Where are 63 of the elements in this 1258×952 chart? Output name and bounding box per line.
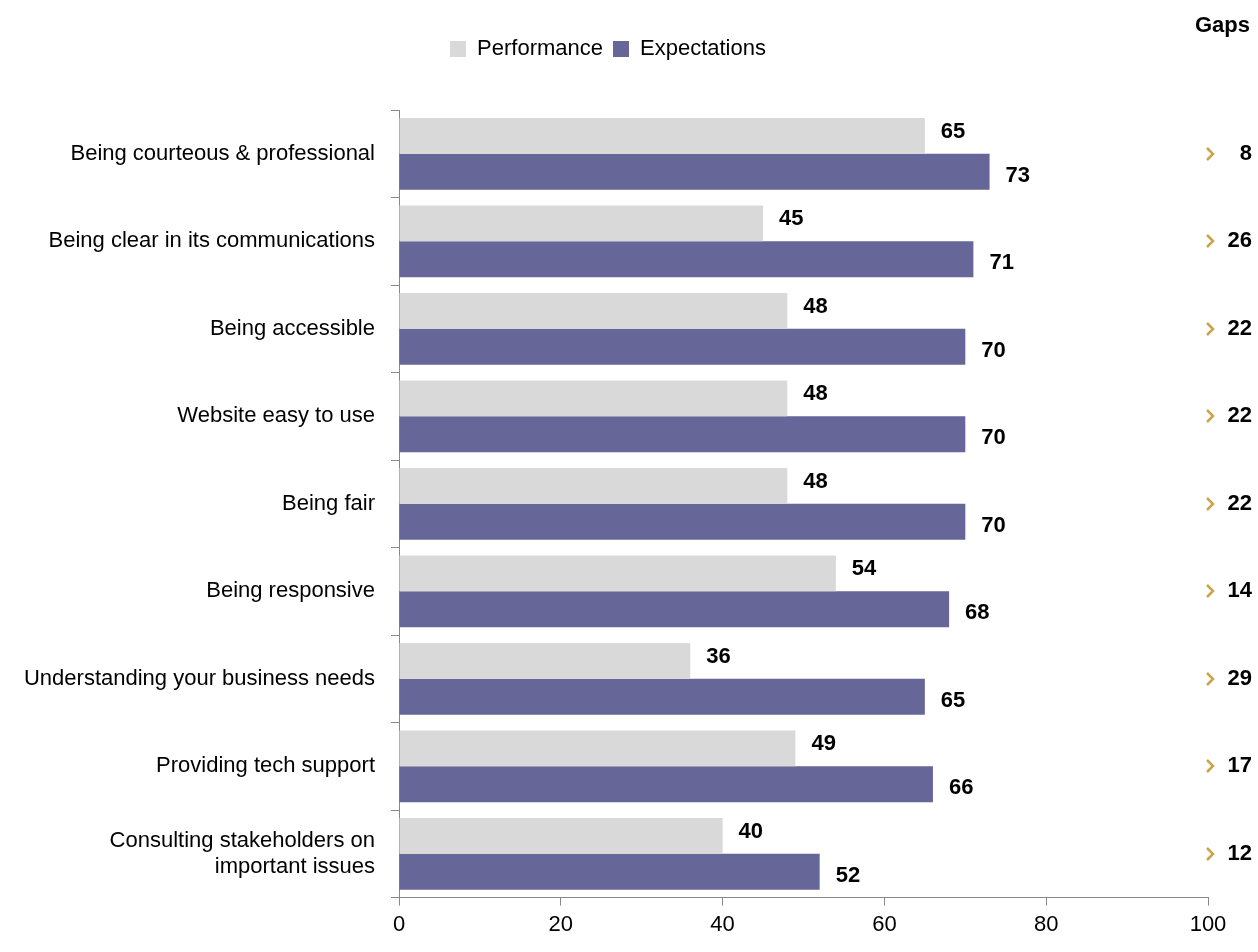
text: 12 — [1227, 839, 1252, 865]
data-label: 49 — [811, 730, 836, 756]
bar — [399, 292, 788, 329]
y-tick-label: Providing tech support — [156, 752, 375, 778]
data-label: 70 — [981, 511, 1006, 537]
data-label: 45 — [779, 205, 804, 231]
x-tick-label: 40 — [710, 910, 735, 936]
bar — [399, 766, 933, 803]
text: 17 — [1227, 752, 1252, 778]
data-label: 52 — [835, 861, 861, 887]
bar — [399, 328, 966, 365]
y-tick-label: Consulting stakeholders on important issues — [109, 826, 375, 879]
y-tick-label: Being courteous & professional — [70, 139, 375, 165]
y-tick-label: Website easy to use — [177, 402, 375, 428]
bar — [399, 205, 764, 242]
y-tick-label: Being fair — [282, 489, 375, 515]
data-label: 48 — [803, 292, 828, 318]
bar — [399, 678, 925, 715]
text: 29 — [1227, 664, 1252, 690]
bar — [399, 642, 691, 679]
bar — [399, 555, 836, 592]
bar — [399, 416, 966, 453]
bar — [399, 241, 974, 278]
bar — [399, 117, 925, 154]
text: 22 — [1227, 402, 1252, 428]
y-tick-label: Being accessible — [209, 314, 375, 340]
y-tick-label: Being responsive — [206, 577, 375, 603]
bar — [399, 853, 820, 890]
data-label: 70 — [981, 336, 1006, 362]
data-label: 40 — [738, 817, 764, 843]
data-label: 54 — [851, 555, 878, 581]
data-label: 65 — [940, 686, 966, 712]
text: 22 — [1227, 314, 1252, 340]
y-tick-label: Understanding your business needs — [23, 664, 375, 690]
data-label: 66 — [948, 774, 974, 800]
data-label: 36 — [706, 642, 731, 668]
data-label: 68 — [965, 599, 990, 625]
text: Gaps — [1194, 12, 1250, 38]
bar — [399, 153, 990, 190]
legend-label: Expectations — [639, 35, 766, 61]
data-label: 73 — [1005, 161, 1031, 187]
bar — [399, 380, 788, 417]
data-label: 65 — [940, 117, 966, 143]
text: 8 — [1239, 139, 1252, 165]
bar — [399, 503, 966, 540]
bar — [399, 591, 950, 628]
y-tick-label: Being clear in its communications — [48, 227, 375, 253]
x-tick-label: 60 — [872, 910, 897, 936]
text: 14 — [1227, 577, 1253, 603]
x-tick-label: 20 — [548, 910, 574, 936]
data-label: 71 — [989, 249, 1014, 275]
data-label: 70 — [981, 424, 1006, 450]
x-tick-label: 0 — [392, 910, 406, 936]
data-label: 48 — [803, 380, 828, 406]
x-tick-label: 80 — [1033, 910, 1059, 936]
x-tick-label: 100 — [1189, 910, 1227, 936]
bar — [399, 730, 796, 767]
data-label: 48 — [803, 467, 828, 493]
bar — [399, 817, 723, 854]
bar — [399, 467, 788, 504]
text: 26 — [1227, 227, 1252, 253]
legend-label: Performance — [477, 35, 603, 61]
text: 22 — [1227, 489, 1252, 515]
